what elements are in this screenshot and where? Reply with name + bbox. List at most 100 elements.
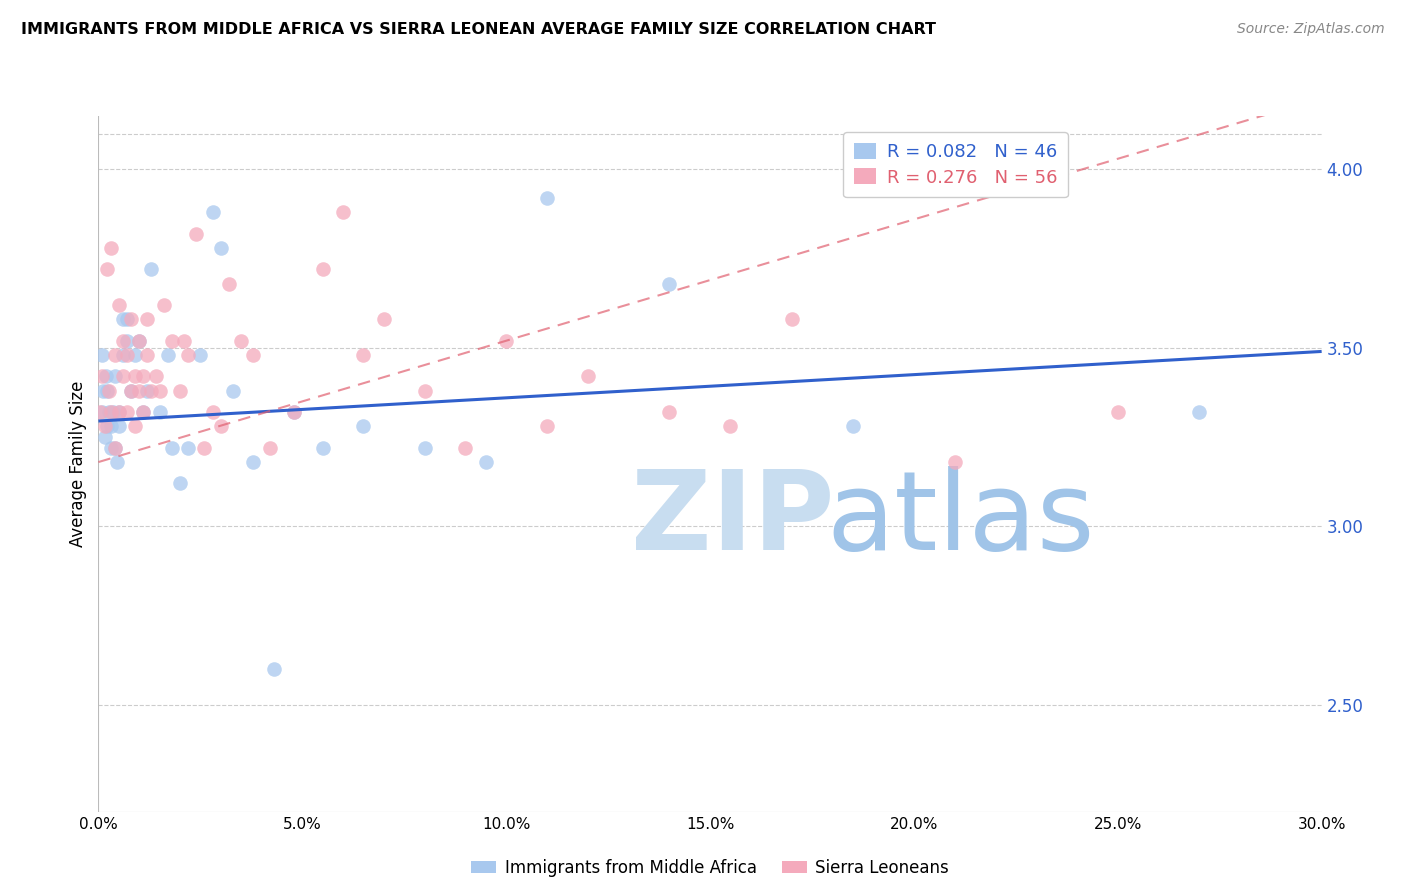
Point bbox=[145, 369, 167, 384]
Point bbox=[90, 405, 112, 419]
Point bbox=[231, 334, 253, 348]
Point bbox=[841, 419, 863, 434]
Text: IMMIGRANTS FROM MIDDLE AFRICA VS SIERRA LEONEAN AVERAGE FAMILY SIZE CORRELATION : IMMIGRANTS FROM MIDDLE AFRICA VS SIERRA … bbox=[21, 22, 936, 37]
Point bbox=[413, 384, 436, 398]
Point bbox=[177, 348, 200, 362]
Point bbox=[536, 419, 558, 434]
Point bbox=[474, 455, 498, 469]
Point bbox=[160, 441, 183, 455]
Point bbox=[104, 441, 127, 455]
Point bbox=[658, 277, 681, 291]
Point bbox=[352, 419, 374, 434]
Point bbox=[186, 227, 208, 241]
Point bbox=[454, 441, 477, 455]
Point bbox=[352, 348, 374, 362]
Point bbox=[120, 384, 142, 398]
Point bbox=[218, 277, 240, 291]
Point bbox=[105, 455, 128, 469]
Point bbox=[136, 348, 159, 362]
Point bbox=[160, 334, 183, 348]
Point bbox=[94, 369, 117, 384]
Point bbox=[100, 419, 122, 434]
Point bbox=[413, 441, 436, 455]
Point bbox=[108, 405, 131, 419]
Point bbox=[1188, 405, 1211, 419]
Point bbox=[115, 405, 138, 419]
Point bbox=[149, 384, 172, 398]
Point bbox=[132, 405, 155, 419]
Point bbox=[91, 369, 114, 384]
Point bbox=[128, 334, 150, 348]
Point bbox=[115, 312, 138, 326]
Point bbox=[111, 369, 134, 384]
Point bbox=[104, 348, 127, 362]
Point bbox=[1107, 405, 1129, 419]
Text: Source: ZipAtlas.com: Source: ZipAtlas.com bbox=[1237, 22, 1385, 37]
Point bbox=[222, 384, 245, 398]
Point bbox=[495, 334, 517, 348]
Point bbox=[111, 334, 134, 348]
Legend: Immigrants from Middle Africa, Sierra Leoneans: Immigrants from Middle Africa, Sierra Le… bbox=[464, 852, 956, 883]
Point bbox=[780, 312, 803, 326]
Point bbox=[658, 405, 681, 419]
Point bbox=[93, 430, 115, 444]
Point bbox=[124, 348, 146, 362]
Point bbox=[263, 662, 285, 676]
Point bbox=[100, 405, 122, 419]
Point bbox=[108, 298, 131, 312]
Point bbox=[312, 441, 335, 455]
Point bbox=[124, 419, 146, 434]
Point bbox=[201, 405, 224, 419]
Point bbox=[536, 191, 558, 205]
Point bbox=[576, 369, 599, 384]
Point bbox=[136, 384, 159, 398]
Point bbox=[100, 441, 122, 455]
Point bbox=[97, 384, 120, 398]
Point bbox=[242, 455, 264, 469]
Point bbox=[111, 348, 134, 362]
Point bbox=[173, 334, 195, 348]
Point bbox=[283, 405, 305, 419]
Point bbox=[209, 241, 232, 255]
Point bbox=[100, 241, 122, 255]
Point bbox=[128, 384, 150, 398]
Point bbox=[96, 419, 118, 434]
Point bbox=[152, 298, 174, 312]
Text: atlas: atlas bbox=[827, 466, 1095, 573]
Point bbox=[149, 405, 172, 419]
Point bbox=[188, 348, 212, 362]
Point bbox=[312, 262, 335, 277]
Point bbox=[720, 419, 742, 434]
Point bbox=[132, 405, 155, 419]
Point bbox=[108, 419, 131, 434]
Point bbox=[91, 348, 114, 362]
Point bbox=[209, 419, 232, 434]
Point bbox=[201, 205, 224, 219]
Point bbox=[943, 455, 966, 469]
Point bbox=[104, 441, 127, 455]
Point bbox=[91, 384, 114, 398]
Point bbox=[136, 312, 159, 326]
Y-axis label: Average Family Size: Average Family Size bbox=[69, 381, 87, 547]
Point bbox=[169, 384, 191, 398]
Point bbox=[332, 205, 354, 219]
Point bbox=[97, 405, 120, 419]
Point bbox=[115, 348, 138, 362]
Point bbox=[111, 312, 134, 326]
Point bbox=[104, 369, 127, 384]
Point bbox=[156, 348, 179, 362]
Point bbox=[141, 262, 163, 277]
Point bbox=[101, 405, 124, 419]
Point bbox=[169, 476, 191, 491]
Point bbox=[108, 405, 131, 419]
Point bbox=[96, 384, 118, 398]
Point bbox=[373, 312, 395, 326]
Point bbox=[120, 312, 142, 326]
Point bbox=[141, 384, 163, 398]
Point bbox=[193, 441, 215, 455]
Text: ZIP: ZIP bbox=[630, 466, 834, 573]
Point bbox=[89, 405, 111, 419]
Point bbox=[177, 441, 200, 455]
Point bbox=[283, 405, 305, 419]
Point bbox=[93, 419, 115, 434]
